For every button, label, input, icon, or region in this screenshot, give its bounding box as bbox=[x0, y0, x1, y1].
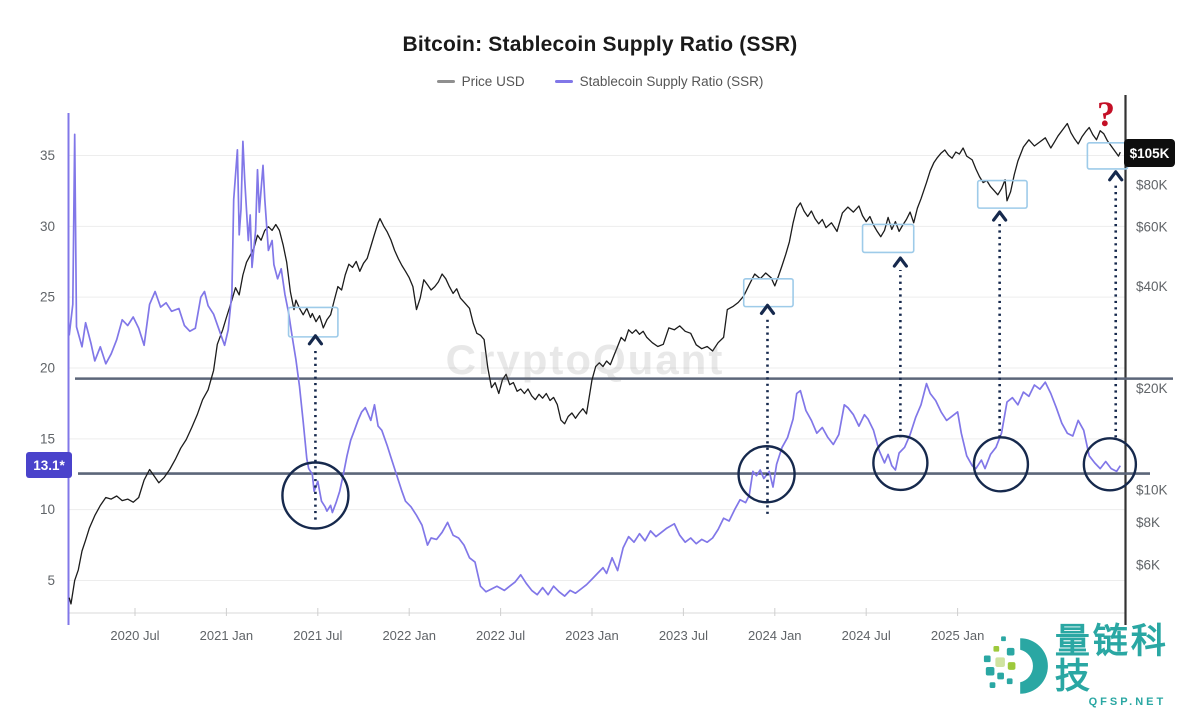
price-annotation-box bbox=[742, 277, 794, 308]
x-axis-tick-label: 2025 Jan bbox=[931, 628, 985, 643]
left-axis-tick-label: 30 bbox=[40, 219, 55, 234]
right-axis-tick-label: $8K bbox=[1136, 515, 1160, 530]
legend-item-ssr: Stablecoin Supply Ratio (SSR) bbox=[554, 74, 764, 89]
ssr-low-circle bbox=[872, 434, 929, 492]
ssr-price-chart: 35 30 25 20 15 10 5 2020 Jul 2021 Jan 2021 Jul 202… bbox=[40, 95, 1173, 643]
legend-item-price: Price USD bbox=[436, 74, 525, 89]
current-ssr-badge: 13.1* bbox=[26, 452, 72, 478]
qfsp-logo-mark-icon bbox=[983, 636, 1048, 694]
ssr-low-circle bbox=[737, 445, 796, 504]
arrowhead-icon bbox=[992, 210, 1008, 222]
x-axis-tick-label: 2023 Jan bbox=[565, 628, 619, 643]
right-axis-tick-label: $60K bbox=[1136, 220, 1168, 235]
legend-label-ssr: Stablecoin Supply Ratio (SSR) bbox=[579, 74, 764, 89]
left-axis-tick-label: 25 bbox=[40, 290, 55, 305]
price-line-swatch-icon bbox=[436, 80, 455, 83]
x-axis-tick-label: 2021 Jan bbox=[200, 628, 254, 643]
legend-label-price: Price USD bbox=[461, 74, 525, 89]
x-axis-tick-label: 2022 Jan bbox=[382, 628, 436, 643]
arrowhead-icon bbox=[1108, 170, 1124, 182]
left-axis-tick-label: 10 bbox=[40, 502, 55, 517]
left-axis-tick-label: 20 bbox=[40, 361, 55, 376]
price-annotation-box bbox=[287, 306, 339, 338]
right-axis-tick-label: $10K bbox=[1136, 483, 1168, 498]
question-mark-annotation: ? bbox=[1097, 94, 1115, 134]
x-axis-tick-label: 2021 Jul bbox=[293, 628, 342, 643]
price-annotation-box bbox=[861, 223, 915, 254]
right-axis-tick-label: $6K bbox=[1136, 557, 1160, 572]
left-axis-tick-label: 5 bbox=[47, 573, 55, 588]
price-annotation-box bbox=[976, 179, 1028, 209]
left-axis-tick-label: 35 bbox=[40, 148, 55, 163]
qfsp-logo: 量链科技 QFSP.NET bbox=[982, 624, 1200, 708]
arrowhead-icon bbox=[759, 303, 776, 315]
right-axis-tick-label: $80K bbox=[1136, 177, 1168, 192]
logo-url-text: QFSP.NET bbox=[1088, 696, 1167, 708]
current-price-badge: $105K bbox=[1124, 139, 1175, 167]
ssr-line-swatch-icon bbox=[554, 80, 573, 83]
x-axis-tick-label: 2024 Jan bbox=[748, 628, 802, 643]
ssr-low-circle bbox=[972, 436, 1030, 493]
x-axis-tick-label: 2022 Jul bbox=[476, 628, 525, 643]
arrowhead-icon bbox=[307, 334, 324, 346]
ssr-low-circle bbox=[281, 461, 350, 530]
right-axis-tick-label: $40K bbox=[1136, 279, 1168, 294]
logo-chinese-text: 量链科技 bbox=[1054, 622, 1169, 696]
price-series-line bbox=[68, 122, 1121, 605]
x-axis-tick-label: 2023 Jul bbox=[659, 628, 708, 643]
x-axis-tick-label: 2020 Jul bbox=[110, 628, 159, 643]
arrowhead-icon bbox=[892, 256, 908, 268]
right-axis-tick-label: $20K bbox=[1136, 381, 1168, 396]
legend: Price USD Stablecoin Supply Ratio (SSR) bbox=[0, 74, 1200, 89]
page-title: Bitcoin: Stablecoin Supply Ratio (SSR) bbox=[402, 33, 798, 56]
ssr-series-line bbox=[68, 133, 1122, 597]
ssr-low-circle bbox=[1082, 437, 1138, 492]
left-axis-tick-label: 15 bbox=[40, 431, 55, 446]
x-axis-tick-label: 2024 Jul bbox=[842, 628, 891, 643]
